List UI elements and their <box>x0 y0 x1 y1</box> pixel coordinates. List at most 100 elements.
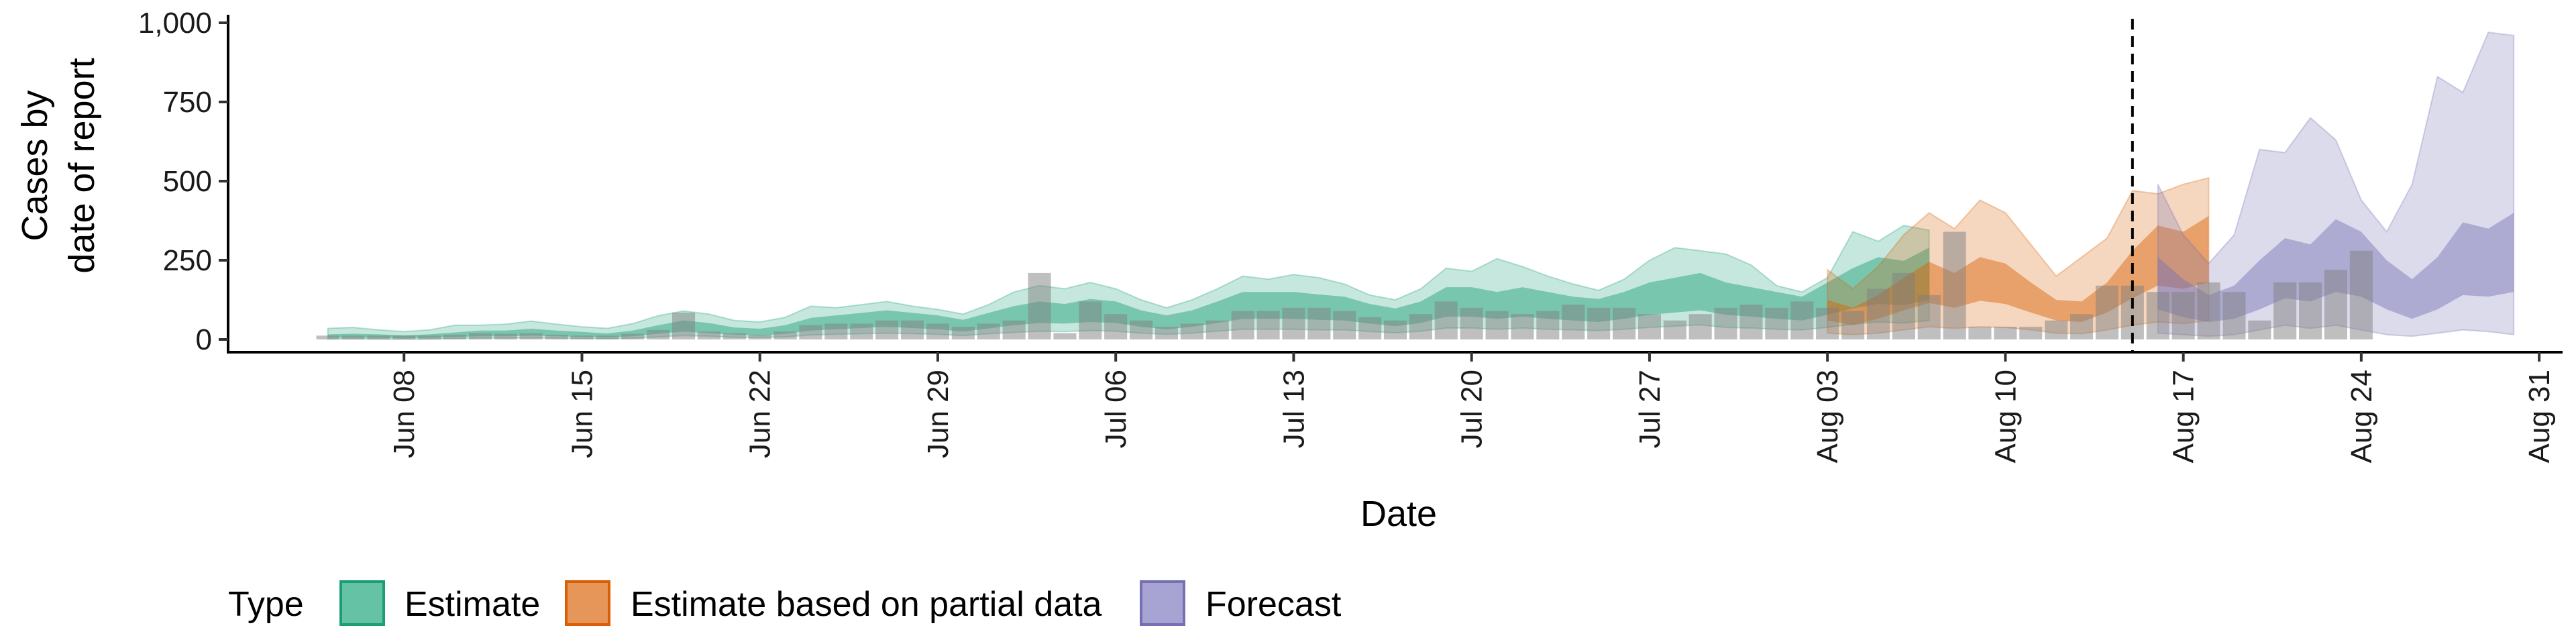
x-tick-label: Aug 24 <box>2345 370 2378 463</box>
reported-case-bar <box>519 333 543 339</box>
reported-case-bar <box>2121 285 2144 339</box>
legend-label-partial: Estimate based on partial data <box>631 585 1102 624</box>
x-tick-label: Aug 03 <box>1811 370 1844 463</box>
reported-case-bar <box>1205 320 1229 339</box>
reported-cases-bars <box>316 231 2373 339</box>
y-axis-title-line-2: date of report <box>62 58 102 273</box>
reported-case-bar <box>850 323 873 339</box>
x-axis-title: Date <box>1360 494 1437 534</box>
y-tick-label: 1,000 <box>138 7 212 40</box>
axes <box>227 15 2563 354</box>
y-tick-label: 0 <box>196 323 212 356</box>
reported-case-bar <box>1536 311 1560 339</box>
reported-case-bar <box>926 323 949 339</box>
reported-case-bar <box>1816 307 1839 339</box>
reported-case-bar <box>1053 333 1077 339</box>
reported-case-bar <box>722 333 746 339</box>
reported-case-bar <box>1155 327 1178 339</box>
reported-case-bar <box>951 327 975 339</box>
legend: Type Estimate Estimate based on partial … <box>228 580 1342 626</box>
x-tick-label: Jul 27 <box>1633 370 1666 448</box>
reported-case-bar <box>1866 288 1890 339</box>
reported-case-bar <box>1409 314 1432 339</box>
reported-case-bar <box>2095 285 2118 339</box>
reported-case-bar <box>1613 307 1636 339</box>
reported-case-bar <box>2222 292 2246 339</box>
reported-case-bar <box>1511 314 1534 339</box>
reported-case-bar <box>1917 294 1941 339</box>
reported-case-bar <box>2070 314 2094 339</box>
reported-case-bar <box>494 333 517 339</box>
reported-case-bar <box>1663 320 1686 339</box>
x-tick-label: Jul 20 <box>1456 370 1489 448</box>
reported-case-bar <box>2197 282 2220 339</box>
reported-case-bar <box>1307 307 1331 339</box>
reported-case-bar <box>621 333 645 339</box>
x-tick-label: Jun 29 <box>922 370 955 458</box>
y-tick-label: 250 <box>163 244 212 277</box>
reported-case-bar <box>672 312 696 339</box>
reported-case-bar <box>901 320 924 339</box>
legend-key-estimate <box>339 580 385 626</box>
reported-case-bar <box>1002 320 1026 339</box>
legend-key-forecast <box>1140 580 1185 626</box>
reported-case-bar <box>2349 250 2373 339</box>
legend-label-forecast: Forecast <box>1205 585 1342 624</box>
legend-title: Type <box>228 585 304 624</box>
reported-case-bar <box>824 323 848 339</box>
reported-case-bar <box>1943 231 1966 339</box>
reported-case-bar <box>2324 270 2347 339</box>
reported-case-bar <box>799 325 822 339</box>
x-tick-label: Jul 06 <box>1099 370 1132 448</box>
y-tick-label: 750 <box>163 86 212 119</box>
reported-case-bar <box>1485 311 1509 339</box>
legend-item-forecast: Forecast <box>1140 580 1342 626</box>
y-tick-label: 500 <box>163 165 212 198</box>
reported-case-bar <box>2045 320 2068 339</box>
reported-case-bar <box>1256 311 1280 339</box>
y-ticks: 0 250 500 750 1,000 <box>138 7 228 356</box>
reported-case-bar <box>1028 272 1051 339</box>
y-axis-title-line-1: Cases by <box>15 90 55 241</box>
legend-item-partial: Estimate based on partial data <box>565 580 1102 626</box>
reported-case-bar <box>1180 323 1203 339</box>
reported-case-bar <box>977 323 1000 339</box>
reported-case-bar <box>1231 311 1254 339</box>
reported-case-bar <box>773 331 797 339</box>
reported-case-bar <box>468 333 492 339</box>
reported-case-bar <box>875 320 899 339</box>
reported-case-bar <box>2171 292 2195 339</box>
reported-case-bar <box>1841 311 1865 339</box>
reported-case-bar <box>367 335 390 339</box>
reported-case-bar <box>1104 314 1128 339</box>
reported-case-bar <box>1130 320 1153 339</box>
reported-case-bar <box>1892 272 1915 339</box>
reported-case-bar <box>392 335 416 339</box>
reported-case-bar <box>418 335 441 339</box>
reported-case-bar <box>1434 301 1458 339</box>
reported-case-bar <box>341 335 365 339</box>
reported-case-bar <box>1688 314 1712 339</box>
reported-case-bar <box>1765 307 1788 339</box>
legend-label-estimate: Estimate <box>405 585 540 624</box>
reported-case-bar <box>570 335 594 339</box>
reported-case-bar <box>1968 327 1992 339</box>
reported-case-bar <box>1638 314 1661 339</box>
reported-case-bar <box>1358 317 1382 339</box>
reported-case-bar <box>697 331 720 339</box>
reported-case-bar <box>1790 301 1814 339</box>
reported-case-bar <box>1714 307 1737 339</box>
reported-case-bar <box>1383 320 1407 339</box>
reported-case-bar <box>2146 292 2169 339</box>
reported-case-bar <box>545 334 568 339</box>
reported-case-bar <box>2248 320 2271 339</box>
reported-case-bar <box>1562 305 1585 339</box>
reported-case-bar <box>2273 282 2297 339</box>
legend-item-estimate: Estimate <box>339 580 540 626</box>
reported-case-bar <box>1587 307 1611 339</box>
reported-case-bar <box>1282 307 1305 339</box>
x-tick-label: Aug 17 <box>2167 370 2200 463</box>
reported-case-bar <box>1994 327 2017 339</box>
reported-case-bar <box>1739 305 1763 339</box>
